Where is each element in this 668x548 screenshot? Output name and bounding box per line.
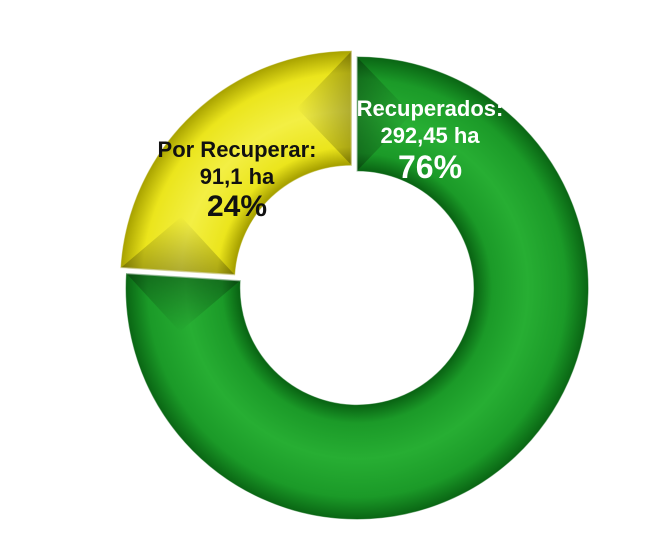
slice-cut-edge <box>126 272 241 282</box>
slice-bevel-facet <box>126 273 241 332</box>
slice-cut-edge <box>120 266 235 276</box>
slice-recuperados <box>125 56 589 520</box>
slice-bevel-facet <box>296 51 352 166</box>
slice-bevel-facet <box>121 216 235 275</box>
slice-bevel-facet <box>357 57 412 171</box>
